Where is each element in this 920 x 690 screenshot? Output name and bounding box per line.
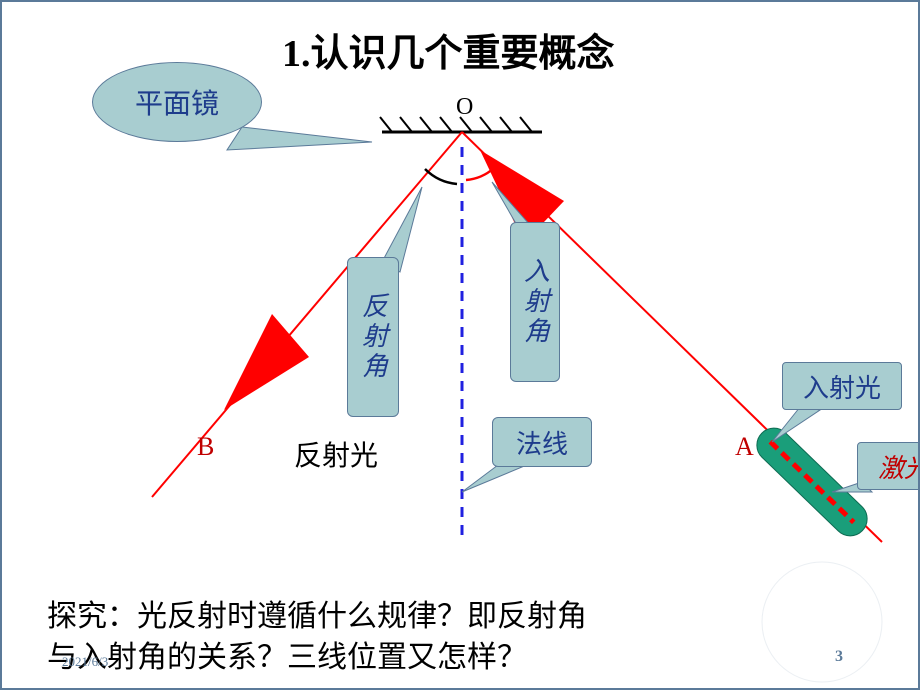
label-O: O <box>456 94 473 121</box>
reflection-angle-callout: 反射角 <box>347 257 399 417</box>
inc-ray-callout-tail <box>772 407 820 442</box>
incident-light-label: 入射光 <box>782 362 902 410</box>
laser-pointer-icon <box>750 421 874 543</box>
laser-callout: 激光笔 <box>857 442 920 490</box>
footer-date: 2021/6/3 <box>62 654 108 670</box>
mirror-callout: 平面镜 <box>92 62 262 142</box>
slide-container: 1.认识几个重要概念 <box>0 0 920 690</box>
normal-callout: 法线 <box>492 417 592 467</box>
reflected-light-label: 反射光 <box>292 434 380 474</box>
question-line1: 探究：光反射时遵循什么规律？即反射角 <box>47 600 587 633</box>
laser-label: 激光笔 <box>857 442 920 490</box>
footer-page-number: 3 <box>835 648 843 666</box>
reflection-angle-label: 反射角 <box>347 257 399 417</box>
inquiry-question: 探究：光反射时遵循什么规律？即反射角 与入射角的关系？三线位置又怎样？ <box>47 597 867 678</box>
incident-light-callout: 入射光 <box>782 362 902 410</box>
label-B: B <box>197 432 214 462</box>
label-A: A <box>735 432 754 462</box>
normal-label: 法线 <box>492 417 592 467</box>
incidence-angle-label: 入射角 <box>510 222 560 382</box>
incidence-angle-callout: 入射角 <box>510 222 560 382</box>
mirror-callout-label: 平面镜 <box>92 62 262 142</box>
question-line2: 与入射角的关系？三线位置又怎样？ <box>47 641 527 674</box>
